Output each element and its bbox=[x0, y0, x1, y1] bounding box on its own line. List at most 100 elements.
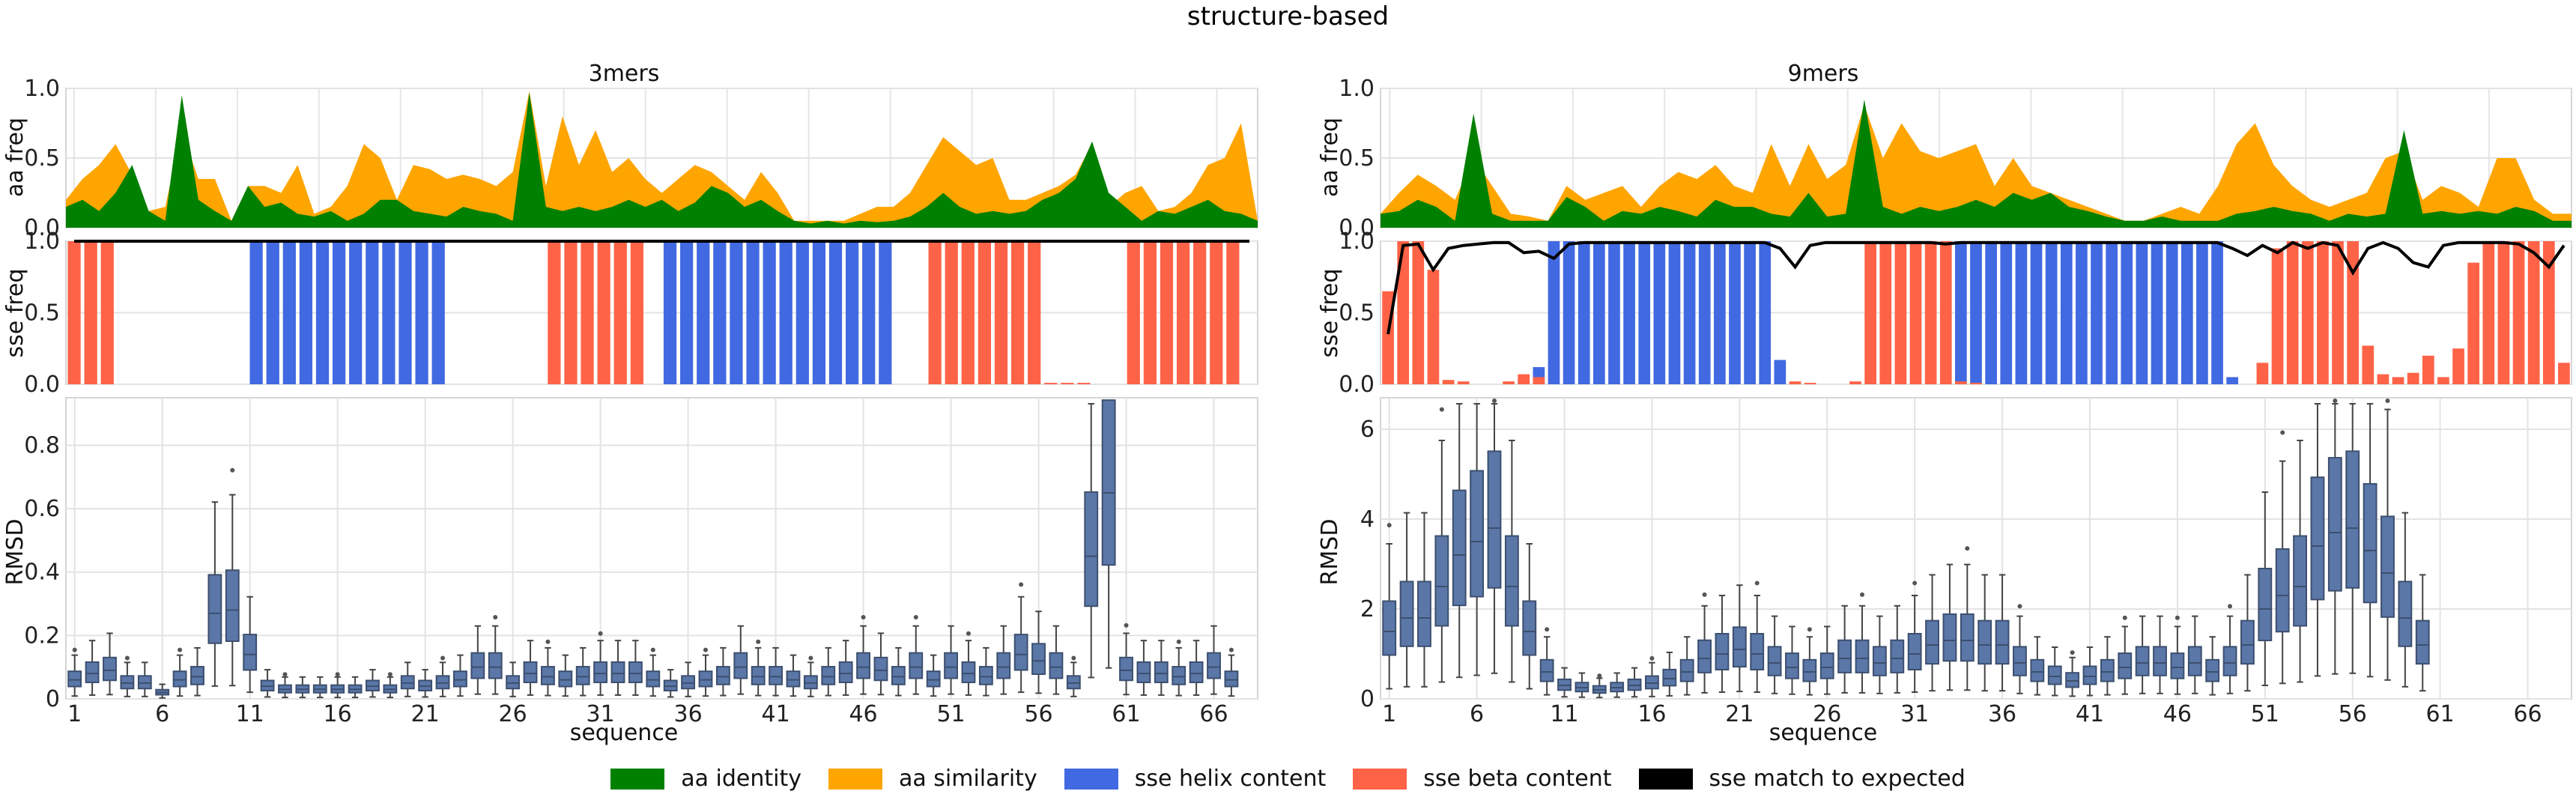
sse-freq-9mers-helix-bar bbox=[2226, 377, 2239, 384]
sse-freq-3mers-beta-bar bbox=[613, 241, 627, 384]
sse-freq-ylabel-3mers: sse freq bbox=[2, 269, 28, 358]
rmsd-9mers-xtick-label: 11 bbox=[1550, 701, 1578, 727]
rmsd-3mers-box bbox=[891, 666, 906, 685]
rmsd-9mers-box bbox=[1942, 613, 1957, 662]
rmsd-9mers-outlier bbox=[2333, 399, 2338, 404]
sse-freq-9mers-helix-bar bbox=[1683, 241, 1696, 384]
legend-swatch-beta bbox=[1353, 768, 1407, 790]
legend-swatch-match bbox=[1638, 768, 1693, 790]
sse-freq-9mers-helix-bar bbox=[1608, 241, 1620, 384]
sse-freq-9mers-beta-bar bbox=[1879, 241, 1892, 384]
plots-canvas: 3mers aa freq sse freq RMSD sequence 0.0… bbox=[2, 61, 2572, 746]
xlabel-9mers: sequence bbox=[1769, 720, 1878, 746]
rmsd-3mers-box bbox=[1084, 491, 1099, 607]
aa-freq-9mers-ytick-label: 0.5 bbox=[1339, 145, 1375, 172]
sse-freq-3mers-ytick-label: 0.5 bbox=[24, 300, 60, 327]
rmsd-9mers-box bbox=[1837, 639, 1852, 673]
sse-freq-9mers-helix-bar bbox=[2030, 241, 2043, 384]
rmsd-3mers-box bbox=[593, 661, 608, 683]
xlabel-3mers: sequence bbox=[570, 720, 679, 746]
sse-freq-3mers-beta-bar bbox=[84, 241, 97, 384]
sse-freq-3mers-helix-bar bbox=[862, 241, 876, 384]
rmsd-3mers-box bbox=[1224, 670, 1239, 688]
rmsd-3mers-box bbox=[1136, 661, 1151, 683]
legend-item-helix: sse helix content bbox=[1064, 766, 1326, 792]
rmsd-3mers-outlier bbox=[1019, 582, 1024, 587]
rmsd-9mers-outlier bbox=[1439, 407, 1444, 412]
rmsd-9mers-box bbox=[1539, 658, 1554, 682]
rmsd-9mers-outlier bbox=[2385, 399, 2390, 404]
rmsd-3mers-box bbox=[996, 652, 1011, 679]
rmsd-3mers-outlier bbox=[913, 614, 918, 619]
rmsd-9mers-box bbox=[2258, 568, 2273, 641]
rmsd-9mers-xtick-label: 21 bbox=[1725, 701, 1754, 727]
sse-freq-3mers-helix-bar bbox=[266, 241, 279, 384]
sse-freq-9mers-beta-bar bbox=[1789, 381, 1801, 384]
sse-freq-9mers-beta-bar bbox=[1955, 381, 1967, 384]
rmsd-9mers-outlier bbox=[1965, 546, 1970, 551]
legend-swatch-aa-similarity bbox=[828, 768, 882, 790]
rmsd-3mers-xtick-label: 21 bbox=[411, 701, 440, 727]
rmsd-3mers-box bbox=[769, 666, 784, 685]
rmsd-9mers-box bbox=[2363, 482, 2378, 604]
sse-freq-3mers-beta-bar bbox=[67, 241, 81, 384]
sse-freq-9mers-helix-bar bbox=[1774, 360, 1786, 384]
sse-freq-9mers-beta-bar bbox=[1397, 241, 1410, 384]
rmsd-3mers-outlier bbox=[1124, 622, 1129, 628]
rmsd-3mers-box bbox=[435, 675, 450, 690]
rmsd-3mers-box bbox=[575, 666, 590, 685]
rmsd-3mers-box bbox=[1119, 656, 1133, 682]
sse-freq-9mers-beta-bar bbox=[1442, 380, 1455, 384]
rmsd-3mers-box bbox=[961, 661, 976, 683]
rmsd-3mers-box bbox=[681, 675, 696, 690]
sse-freq-9mers-helix-bar bbox=[2000, 241, 2013, 384]
rmsd-9mers-ytick-label: 6 bbox=[1360, 416, 1375, 443]
rmsd-9mers-box bbox=[1890, 639, 1905, 673]
rmsd-3mers-box bbox=[978, 666, 993, 685]
sse-freq-9mers-beta-bar bbox=[1427, 270, 1440, 384]
sse-freq-3mers-ytick-label: 0.0 bbox=[24, 372, 60, 398]
sse-freq-3mers-helix-bar bbox=[828, 241, 843, 384]
rmsd-9mers-box bbox=[1417, 581, 1431, 647]
sse-freq-9mers-helix-bar bbox=[2091, 241, 2103, 384]
rmsd-9mers-box bbox=[2047, 665, 2062, 685]
sse-freq-3mers-beta-bar bbox=[978, 241, 992, 384]
aa-freq-ylabel-9mers: aa freq bbox=[1317, 118, 1343, 197]
panel-3mers: 3mers aa freq sse freq RMSD sequence 0.0… bbox=[2, 61, 1258, 746]
sse-freq-9mers-match-line bbox=[1387, 240, 2566, 335]
rmsd-3mers-box bbox=[873, 656, 888, 682]
sse-freq-9mers-helix-bar bbox=[1548, 241, 1560, 384]
rmsd-3mers-box bbox=[803, 675, 818, 690]
sse-freq-9mers-helix-bar bbox=[2180, 241, 2193, 384]
rmsd-3mers-outlier bbox=[545, 639, 551, 644]
aa-freq-ylabel-3mers: aa freq bbox=[2, 118, 28, 197]
sse-freq-9mers-beta-bar bbox=[2542, 241, 2555, 384]
rmsd-9mers-box bbox=[1434, 535, 1449, 627]
rmsd-3mers-box bbox=[628, 661, 643, 683]
legend-swatch-helix bbox=[1064, 768, 1118, 790]
sse-freq-9mers-helix-bar bbox=[1955, 241, 1967, 384]
rmsd-9mers-outlier bbox=[1387, 523, 1392, 528]
rmsd-3mers-xtick-label: 26 bbox=[499, 701, 527, 727]
rmsd-9mers-box bbox=[1522, 600, 1537, 656]
rmsd-9mers-box bbox=[1452, 489, 1467, 607]
sse-freq-9mers-helix-bar bbox=[2136, 241, 2148, 384]
rmsd-9mers-box bbox=[1732, 626, 1747, 668]
rmsd-3mers-box bbox=[172, 670, 187, 688]
rmsd-3mers-box bbox=[786, 670, 801, 688]
rmsd-9mers-box bbox=[1504, 535, 1519, 627]
legend-item-aa-identity: aa identity bbox=[610, 766, 801, 792]
rmsd-3mers-outlier bbox=[440, 655, 446, 661]
sse-freq-3mers-beta-bar bbox=[1010, 241, 1025, 384]
sse-freq-9mers-ytick-label: 0.5 bbox=[1339, 300, 1375, 327]
rmsd-3mers-ytick-label: 0.2 bbox=[24, 622, 60, 649]
rmsd-9mers-box bbox=[1382, 600, 1397, 656]
sse-freq-9mers-helix-bar bbox=[2015, 241, 2028, 384]
rmsd-3mers-box bbox=[225, 569, 240, 642]
sse-freq-9mers-beta-bar bbox=[1970, 383, 1982, 384]
sse-freq-9mers-beta-bar bbox=[2527, 241, 2540, 384]
rmsd-9mers-box bbox=[2170, 652, 2185, 679]
sse-freq-3mers-helix-bar bbox=[730, 241, 743, 384]
sse-freq-3mers-beta-bar bbox=[1210, 241, 1223, 384]
rmsd-3mers-box bbox=[120, 675, 135, 690]
